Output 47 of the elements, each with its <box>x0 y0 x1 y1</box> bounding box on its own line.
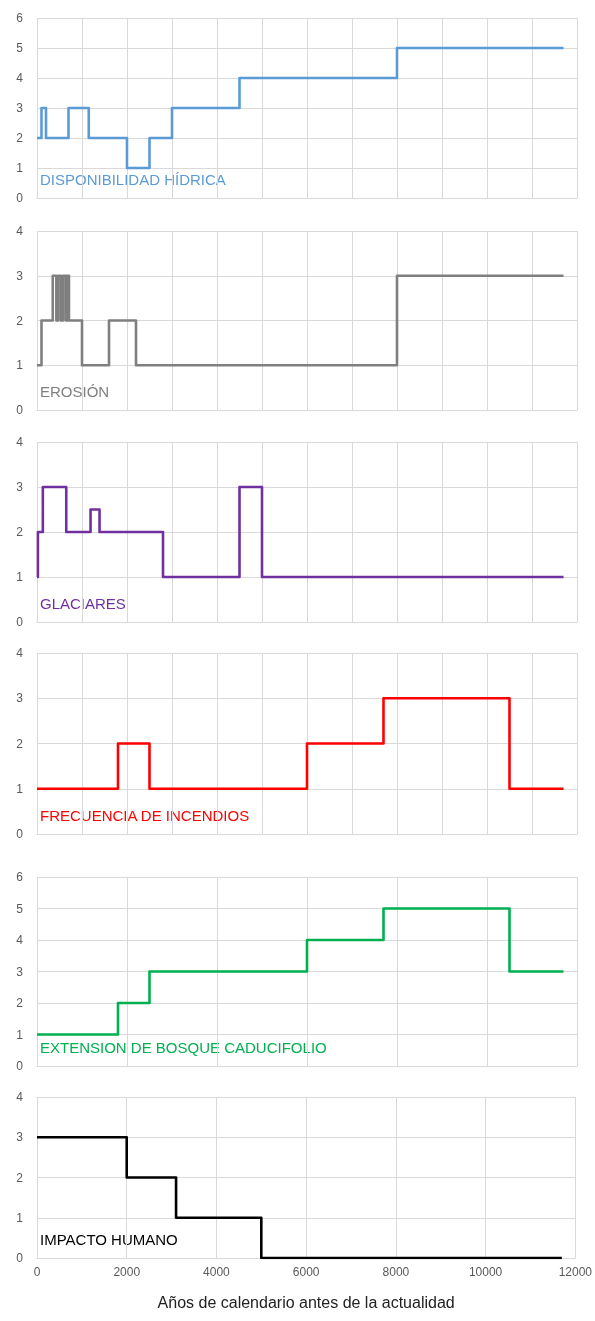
y-tick-label: 1 <box>16 1027 24 1042</box>
y-tick-label: 2 <box>16 736 24 751</box>
y-tick-label: 5 <box>16 901 24 916</box>
series-label: EXTENSION DE BOSQUE CADUCIFOLIO <box>40 1039 327 1056</box>
y-tick-label: 4 <box>16 71 24 85</box>
x-tick-label: 4000 <box>203 1265 231 1279</box>
x-tick-label: 12000 <box>558 1265 593 1279</box>
x-tick-label: 2000 <box>113 1265 141 1279</box>
y-tick-label: 4 <box>16 224 24 238</box>
y-tick-label: 3 <box>16 964 24 979</box>
x-axis-title: Años de calendario antes de la actualidad <box>157 1293 455 1311</box>
y-tick-label: 3 <box>16 480 24 494</box>
x-tick-label: 10000 <box>468 1265 503 1279</box>
y-tick-label: 2 <box>16 525 24 539</box>
y-tick-label: 1 <box>16 570 24 584</box>
y-tick-label: 4 <box>16 933 24 947</box>
x-tick-label: 8000 <box>382 1265 410 1279</box>
series-label: IMPACTO HUMANO <box>40 1231 178 1248</box>
y-tick-label: 0 <box>16 1251 24 1265</box>
y-tick-label: 1 <box>16 781 24 796</box>
y-tick-label: 2 <box>16 996 24 1010</box>
series-label: EROSIÓN <box>40 383 110 400</box>
x-tick-label: 0 <box>33 1265 41 1279</box>
x-tick-label: 6000 <box>292 1265 320 1279</box>
y-tick-label: 4 <box>16 435 24 449</box>
y-tick-label: 0 <box>16 1059 24 1073</box>
y-tick-label: 1 <box>16 161 24 175</box>
y-tick-label: 6 <box>16 11 24 25</box>
y-tick-label: 3 <box>16 691 24 706</box>
y-tick-label: 2 <box>16 1170 24 1185</box>
y-tick-label: 0 <box>16 615 24 629</box>
y-tick-label: 6 <box>16 870 24 884</box>
y-tick-label: 3 <box>16 101 24 115</box>
y-tick-label: 1 <box>16 1210 24 1225</box>
y-tick-label: 4 <box>16 1090 24 1104</box>
y-tick-label: 0 <box>16 403 24 417</box>
series-label: GLACIARES <box>40 595 126 612</box>
series-label: FRECUENCIA DE INCENDIOS <box>40 807 250 824</box>
y-tick-label: 2 <box>16 131 24 145</box>
y-tick-label: 4 <box>16 646 24 660</box>
y-tick-label: 0 <box>16 827 24 841</box>
y-tick-label: 1 <box>16 358 24 373</box>
y-tick-label: 3 <box>16 1130 24 1145</box>
y-tick-label: 0 <box>16 191 24 205</box>
y-tick-label: 3 <box>16 268 24 283</box>
y-tick-label: 2 <box>16 313 24 328</box>
y-tick-label: 5 <box>16 41 24 55</box>
